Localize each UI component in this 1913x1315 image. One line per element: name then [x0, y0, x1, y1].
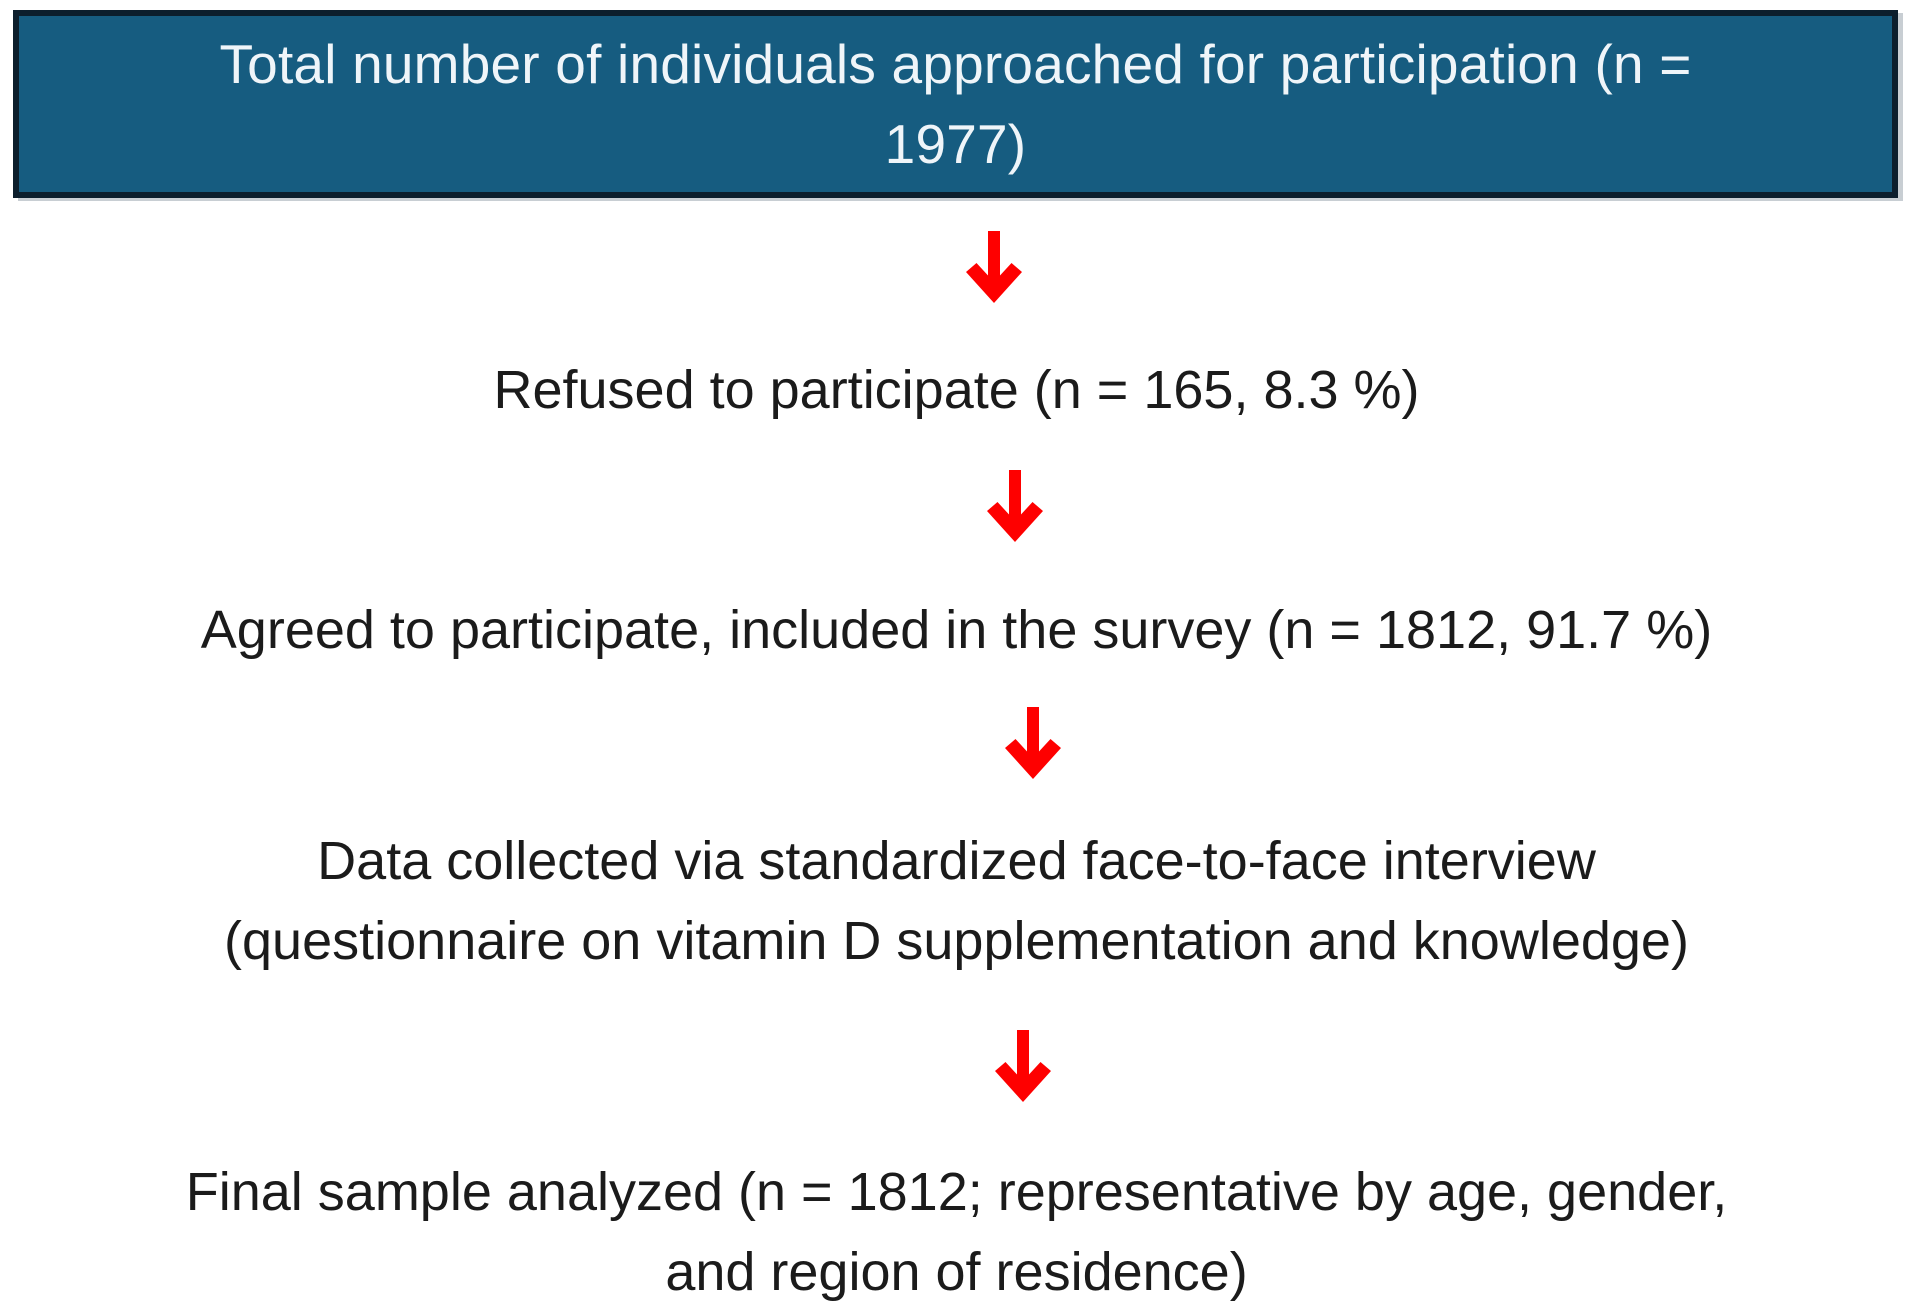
flow-node-total-approached: Total number of individuals approached f…	[13, 10, 1898, 198]
down-arrow-icon	[1002, 707, 1064, 780]
down-arrow-icon	[963, 231, 1025, 304]
flow-node-final-sample: Final sample analyzed (n = 1812; represe…	[185, 1162, 1728, 1302]
flow-node-agreed: Agreed to participate, included in the s…	[200, 600, 1713, 660]
flow-node-refused: Refused to participate (n = 165, 8.3 %)	[493, 360, 1420, 420]
flow-node-total-approached-label: Total number of individuals approached f…	[219, 33, 1692, 175]
flow-node-data-collected: Data collected via standardized face-to-…	[224, 831, 1689, 971]
down-arrow-icon	[992, 1030, 1054, 1103]
down-arrow-icon	[984, 470, 1046, 543]
